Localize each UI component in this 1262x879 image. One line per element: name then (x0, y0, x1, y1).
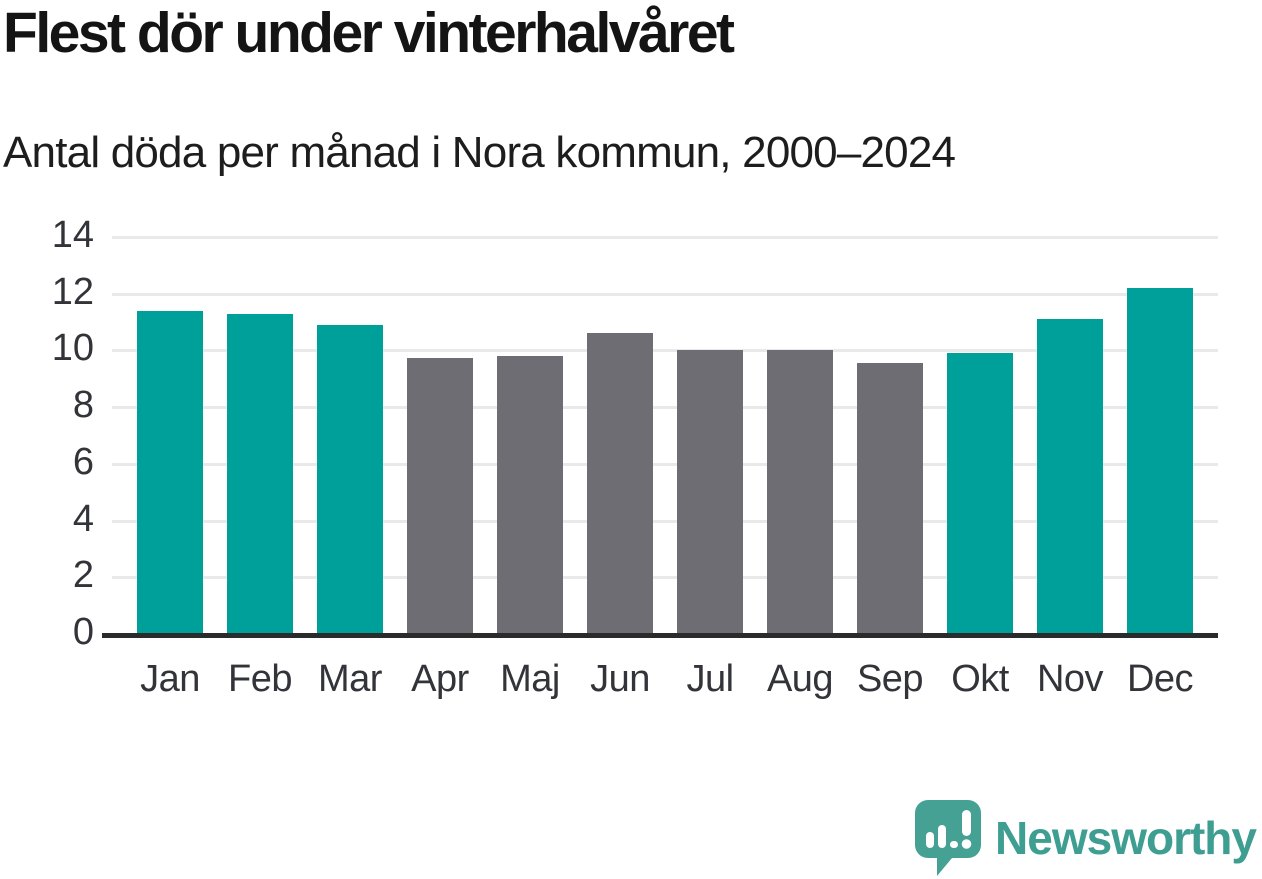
gridline-y-14 (112, 236, 1218, 239)
bar-aug (766, 350, 834, 634)
gridline-y-12 (112, 292, 1218, 296)
y-axis-tick-label-12: 12 (51, 270, 94, 313)
x-axis-label-mar: Mar (318, 658, 382, 700)
y-axis-tick-label-8: 8 (72, 384, 94, 427)
chart-subtitle: Antal döda per månad i Nora kommun, 2000… (3, 128, 956, 177)
bar-band-dec (1115, 237, 1205, 634)
y-axis-tick-label-2: 2 (72, 554, 94, 597)
x-axis-label-jun: Jun (590, 658, 650, 700)
x-axis-label-jul: Jul (686, 658, 734, 700)
bar-okt (946, 353, 1014, 634)
bar-band-jun (575, 237, 665, 634)
x-axis-label-aug: Aug (766, 658, 834, 700)
x-axis-label-feb: Feb (228, 658, 292, 700)
gridline-y-6 (112, 462, 1218, 466)
bar-band-jul (665, 237, 755, 634)
gridline-y-2 (112, 576, 1218, 580)
bar-jan (136, 310, 204, 634)
x-axis-label-apr: Apr (411, 658, 469, 700)
bar-jun (586, 333, 654, 634)
x-axis-label-dec: Dec (1126, 658, 1194, 700)
y-axis-tick-label-6: 6 (72, 440, 94, 483)
x-axis-label-sep: Sep (856, 658, 924, 700)
x-axis-label-maj: Maj (500, 658, 560, 700)
bar-band-aug (755, 237, 845, 634)
bar-sep (856, 363, 924, 634)
bar-band-mar (305, 237, 395, 634)
x-axis: Jan Feb Mar Apr Maj Jun Jul Aug Sep Okt Nov Dec (112, 658, 1218, 701)
bar-maj (496, 356, 564, 634)
bar-band-jan (125, 237, 215, 634)
y-axis-tick-label-14: 14 (51, 214, 94, 256)
plot-area (102, 236, 1218, 638)
bar-dec (1126, 288, 1194, 634)
y-axis-tick-label-10: 10 (51, 327, 94, 370)
x-axis-label-jan: Jan (140, 658, 200, 700)
newsworthy-logo-text: Newsworthy (995, 812, 1257, 864)
bar-apr (406, 357, 474, 634)
bar-band-okt (935, 237, 1025, 634)
bar-band-apr (395, 237, 485, 634)
bar-jul (676, 350, 744, 634)
bar-band-maj (485, 237, 575, 634)
x-axis-line (102, 633, 1218, 638)
y-axis-tick-label-4: 4 (72, 497, 94, 540)
bar-band-nov (1025, 237, 1115, 634)
gridline-y-8 (112, 406, 1218, 410)
bar-nov (1036, 319, 1104, 634)
newsworthy-logo-icon (915, 800, 982, 876)
bar-series (112, 237, 1218, 634)
x-axis-label-okt: Okt (951, 658, 1009, 700)
bar-feb (226, 313, 294, 634)
x-axis-label-nov: Nov (1036, 658, 1104, 700)
bar-mar (316, 324, 384, 634)
branding: Newsworthy (913, 799, 1257, 877)
y-axis-tick-label-0: 0 (72, 611, 94, 653)
bar-band-sep (845, 237, 935, 634)
chart-title: Flest dör under vinterhalvåret (3, 1, 735, 65)
gridline-y-10 (112, 349, 1218, 353)
bar-band-feb (215, 237, 305, 634)
gridline-y-4 (112, 519, 1218, 523)
